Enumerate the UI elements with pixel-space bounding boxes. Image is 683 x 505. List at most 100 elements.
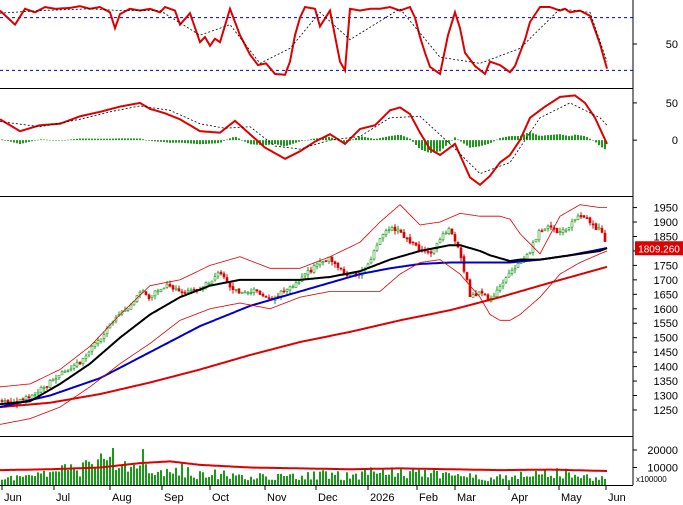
volume-bar — [415, 471, 417, 485]
histogram-bar — [433, 140, 435, 153]
candle-body — [408, 237, 412, 244]
candle-body — [126, 308, 130, 311]
histogram-bar — [43, 139, 45, 141]
candle-body — [66, 370, 70, 372]
volume-ma-line — [0, 460, 607, 472]
candle-body — [474, 293, 478, 297]
histogram-bar — [550, 134, 552, 141]
volume-bar — [235, 475, 237, 485]
volume-bar — [457, 474, 459, 485]
histogram-bar — [22, 140, 24, 144]
volume-bar — [526, 476, 528, 485]
volume-bar — [592, 480, 594, 485]
volume-bar — [16, 475, 18, 485]
candle-body — [465, 272, 469, 280]
histogram-bar — [391, 135, 393, 141]
volume-bar — [244, 479, 246, 485]
volume-bar — [160, 470, 162, 485]
volume-bar — [493, 479, 495, 485]
histogram-bar — [178, 140, 180, 143]
histogram-bar — [265, 140, 267, 146]
histogram-bar — [184, 140, 186, 144]
histogram-bar — [46, 139, 48, 141]
candle-body — [213, 276, 217, 281]
histogram-bar — [19, 140, 21, 145]
candle-body — [510, 270, 514, 274]
histogram-bar — [163, 140, 165, 143]
x-tick-label: Jun — [4, 492, 22, 504]
candle-body — [147, 294, 151, 300]
histogram-bar — [445, 140, 447, 146]
volume-bar — [376, 473, 378, 485]
volume-bar — [82, 462, 84, 485]
histogram-bar — [553, 134, 555, 141]
histogram-bar — [292, 140, 294, 144]
histogram-bar — [316, 138, 318, 141]
volume-bar — [145, 464, 147, 485]
histogram-bar — [424, 140, 426, 152]
candle-body — [90, 345, 94, 352]
volume-bar — [187, 467, 189, 485]
candle-body — [267, 297, 271, 299]
histogram-bar — [133, 138, 135, 141]
volume-bar — [307, 472, 309, 485]
histogram-bar — [118, 138, 120, 141]
histogram-bar — [238, 138, 240, 141]
candle-body — [168, 284, 172, 287]
histogram-bar — [364, 137, 366, 141]
volume-bar — [133, 465, 135, 485]
histogram-bar — [154, 140, 156, 142]
histogram-bar — [412, 140, 414, 142]
candle-body — [138, 291, 142, 295]
volume-bar — [490, 477, 492, 485]
volume-bar — [271, 479, 273, 485]
volume-bar — [91, 464, 93, 485]
x-tick-label: Nov — [267, 492, 287, 504]
candle-body — [306, 270, 310, 275]
histogram-bar — [31, 140, 33, 142]
volume-bar — [157, 471, 159, 485]
histogram-bar — [226, 139, 228, 141]
histogram-bar — [568, 136, 570, 141]
volume-bar — [196, 479, 198, 485]
volume-bar — [226, 476, 228, 485]
candle-body — [573, 219, 577, 221]
volume-bar — [523, 477, 525, 485]
histogram-bar — [70, 139, 72, 141]
histogram-bar — [457, 139, 459, 141]
candle-body — [51, 379, 55, 382]
histogram-bar — [355, 137, 357, 141]
histogram-bar — [175, 140, 177, 143]
candle-body — [150, 295, 154, 298]
volume-bar — [208, 476, 210, 485]
volume-bar — [289, 474, 291, 485]
candle-body — [585, 217, 589, 219]
volume-y-label: 20000 — [647, 445, 678, 457]
volume-bar — [223, 470, 225, 485]
volume-bar — [460, 476, 462, 485]
price-y-label: 1300 — [654, 391, 678, 403]
candle-body — [258, 290, 262, 295]
histogram-bar — [601, 140, 603, 148]
candle-body — [84, 355, 88, 359]
volume-bar — [430, 473, 432, 485]
histogram-bar — [490, 140, 492, 143]
volume-bar — [10, 475, 12, 485]
x-tick-label: Aug — [112, 492, 132, 504]
volume-bar — [31, 475, 33, 485]
volume-bar — [487, 481, 489, 485]
histogram-bar — [76, 138, 78, 141]
volume-bar — [274, 479, 276, 485]
candle-body — [513, 268, 517, 271]
histogram-bar — [547, 135, 549, 141]
price-bb-upper-line — [0, 204, 607, 388]
volume-bar — [250, 476, 252, 485]
price-y-label: 1650 — [654, 289, 678, 301]
x-tick-label: Sep — [164, 492, 184, 504]
volume-bar — [256, 478, 258, 485]
candle-body — [600, 228, 604, 233]
histogram-bar — [583, 135, 585, 141]
histogram-bar — [592, 140, 594, 141]
candle-body — [219, 271, 223, 275]
histogram-bar — [466, 140, 468, 146]
